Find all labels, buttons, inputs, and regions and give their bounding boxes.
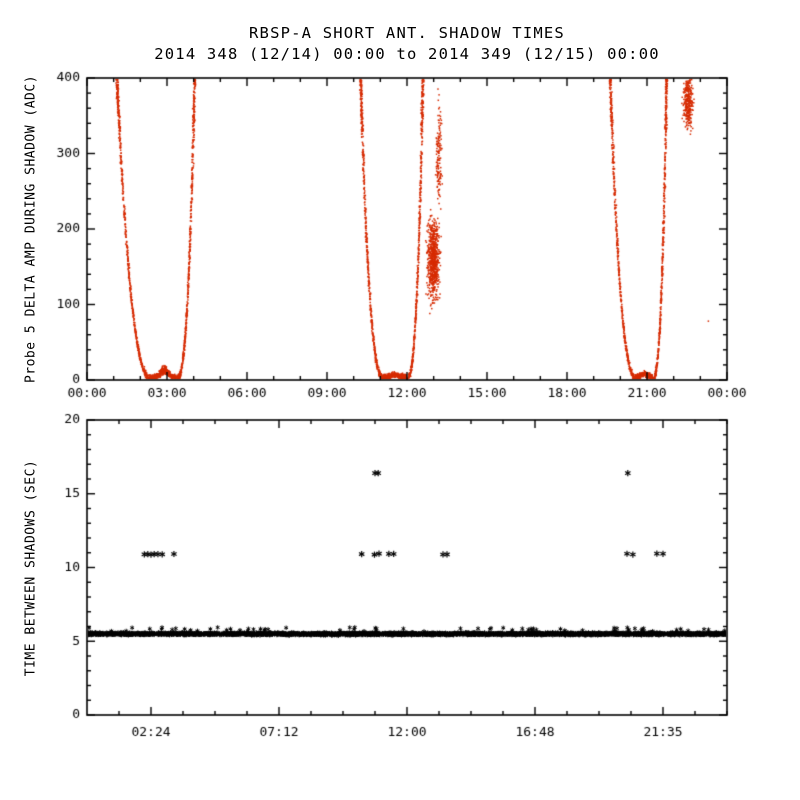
top-y-axis-label: Probe 5 DELTA AMP DURING SHADOW (ADC) — [23, 74, 39, 384]
chart-title: RBSP-A SHORT ANT. SHADOW TIMES — [249, 24, 565, 42]
chart-subtitle: 2014 348 (12/14) 00:00 to 2014 349 (12/1… — [154, 45, 660, 63]
bottom-y-axis-label: TIME BETWEEN SHADOWS (SEC) — [23, 459, 39, 677]
title-block: RBSP-A SHORT ANT. SHADOW TIMES 2014 348 … — [87, 24, 727, 63]
